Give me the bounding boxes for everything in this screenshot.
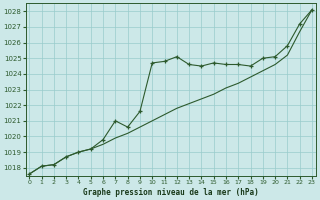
X-axis label: Graphe pression niveau de la mer (hPa): Graphe pression niveau de la mer (hPa) (83, 188, 259, 197)
